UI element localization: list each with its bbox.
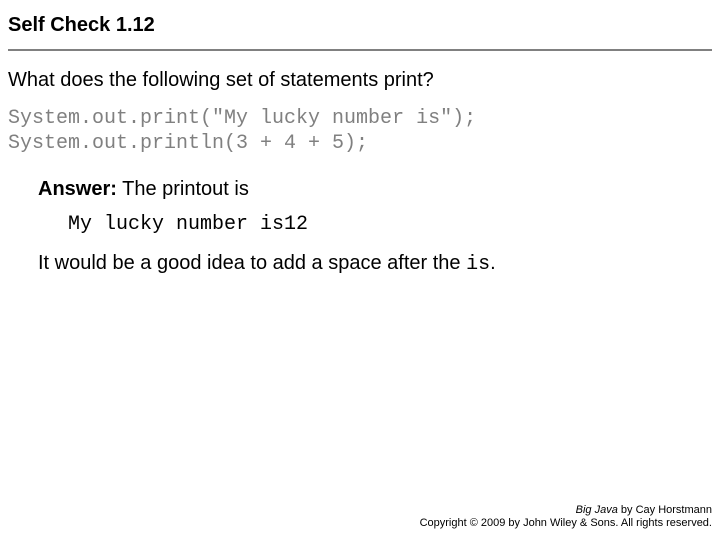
- slide: Self Check 1.12 What does the following …: [0, 0, 720, 540]
- slide-title: Self Check 1.12: [8, 14, 712, 37]
- followup-mono: is: [466, 253, 490, 276]
- followup-text: It would be a good idea to add a space a…: [38, 252, 712, 276]
- code-line-1: System.out.print("My lucky number is");: [8, 107, 476, 130]
- question-text: What does the following set of statement…: [8, 69, 712, 92]
- answer-text: The printout is: [117, 178, 249, 200]
- answer-block: Answer: The printout is My lucky number …: [8, 178, 712, 276]
- followup-pre: It would be a good idea to add a space a…: [38, 252, 466, 274]
- footer-copyright: Copyright © 2009 by John Wiley & Sons. A…: [420, 517, 712, 530]
- footer-book-title: Big Java: [576, 504, 618, 516]
- followup-post: .: [490, 252, 496, 274]
- title-block: Self Check 1.12: [8, 14, 712, 51]
- footer-byline: by Cay Horstmann: [618, 504, 712, 516]
- code-line-2: System.out.println(3 + 4 + 5);: [8, 132, 368, 155]
- answer-line: Answer: The printout is: [38, 178, 712, 201]
- footer-line-1: Big Java by Cay Horstmann: [420, 504, 712, 517]
- answer-label: Answer:: [38, 178, 117, 200]
- program-output: My lucky number is12: [38, 213, 712, 236]
- code-block: System.out.print("My lucky number is"); …: [8, 106, 712, 156]
- footer: Big Java by Cay Horstmann Copyright © 20…: [420, 504, 712, 530]
